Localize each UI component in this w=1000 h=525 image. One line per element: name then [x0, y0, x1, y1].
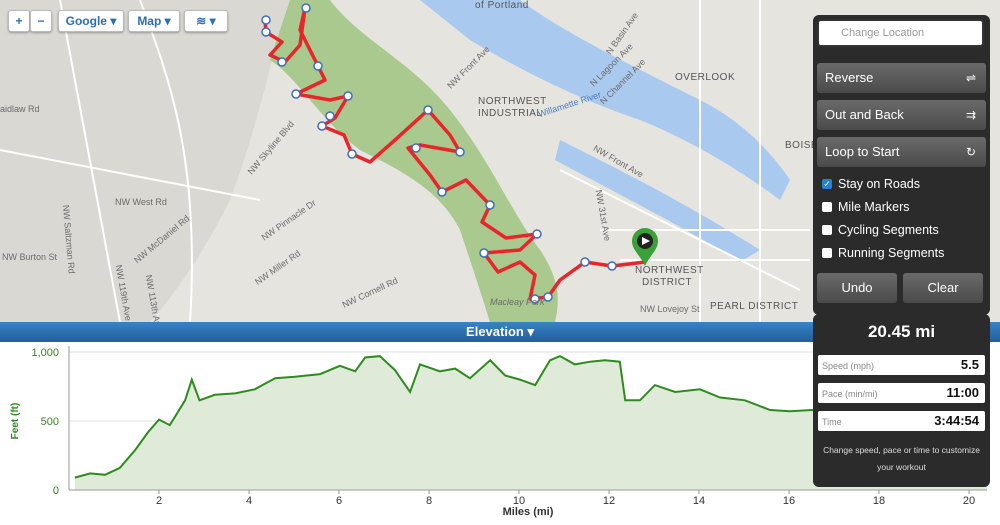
- option-label: Cycling Segments: [838, 223, 939, 237]
- provider: Google: [65, 14, 107, 28]
- checkbox: [822, 202, 832, 212]
- x-tick-label: 10: [513, 495, 525, 507]
- option[interactable]: Mile Markers: [822, 200, 910, 214]
- start-marker[interactable]: [632, 228, 658, 266]
- map-label: aidlaw Rd: [0, 104, 40, 114]
- x-tick-label: 14: [693, 495, 705, 507]
- zoom-out[interactable]: −: [30, 10, 52, 32]
- button-label: Undo: [841, 280, 873, 295]
- chart-title: Elevation: [466, 324, 524, 339]
- map-label: DISTRICT: [642, 277, 692, 288]
- x-tick-label: 8: [426, 495, 432, 507]
- map-label: of Portland: [475, 0, 529, 11]
- stat-label: Time: [822, 417, 842, 427]
- x-tick-label: 2: [156, 495, 162, 507]
- waypoints: [261, 3, 617, 304]
- map-label: Macleay Park: [490, 297, 545, 307]
- view-select[interactable]: Map ▾: [128, 10, 180, 32]
- map-label: PEARL DISTRICT: [710, 301, 798, 312]
- layers[interactable]: ≋ ▾: [184, 10, 228, 32]
- zoom-in[interactable]: +: [8, 10, 30, 32]
- terrain: [0, 0, 290, 322]
- x-tick-label: 4: [246, 495, 252, 507]
- checkbox: [822, 225, 832, 235]
- stat-label: Pace (min/mi): [822, 389, 878, 399]
- x-tick-label: 16: [783, 495, 795, 507]
- button-label: Clear: [927, 280, 959, 295]
- stats-panel: 20.45 mi Speed (mph) 5.5 Pace (min/mi) 11:0…: [813, 314, 990, 487]
- map-label: NW West Rd: [115, 197, 167, 207]
- y-tick-label: 0: [53, 485, 59, 497]
- location-search[interactable]: Change Location: [817, 19, 984, 47]
- view: Map: [137, 14, 162, 28]
- route-panel: Change Location Reverse ⇌ Out and Back ⇉ L…: [813, 15, 990, 315]
- x-tick-label: 12: [603, 495, 615, 507]
- option-label: Running Segments: [838, 246, 945, 260]
- button-label: Reverse: [825, 70, 874, 85]
- y-axis-label: Feet (ft): [10, 403, 21, 440]
- map-label: NW Lovejoy St: [640, 304, 700, 314]
- button-label: Loop to Start: [825, 144, 900, 159]
- x-tick-label: 6: [336, 495, 342, 507]
- elevation-header[interactable]: Elevation ▾: [0, 322, 1000, 342]
- stat-row[interactable]: Time 3:44:54: [818, 411, 985, 431]
- button-label: Out and Back: [825, 107, 904, 122]
- stat-row[interactable]: Pace (min/mi) 11:00: [818, 383, 985, 403]
- map-label: OVERLOOK: [675, 72, 735, 83]
- search-placeholder: Change Location: [841, 27, 925, 39]
- map-label: NW Burton St: [2, 252, 58, 262]
- checkbox: ✓: [822, 179, 832, 189]
- option[interactable]: Cycling Segments: [822, 223, 939, 237]
- x-tick-label: 20: [963, 495, 975, 507]
- x-axis-label: Miles (mi): [503, 506, 554, 518]
- out-and-back-button[interactable]: Out and Back ⇉: [817, 100, 986, 130]
- stat-label: Speed (mph): [822, 361, 875, 371]
- forest: [270, 0, 558, 322]
- map-label: BOISE: [785, 140, 818, 151]
- checkbox: [822, 248, 832, 258]
- stat-value: 11:00: [946, 385, 979, 400]
- undo-button[interactable]: Undo: [817, 273, 897, 303]
- map-label: NORTHWEST: [478, 96, 547, 107]
- map-label: NORTHWEST: [635, 265, 704, 276]
- x-tick-label: 18: [873, 495, 885, 507]
- distance: 20.45 mi: [867, 322, 936, 341]
- route: [263, 6, 646, 301]
- stat-value: 3:44:54: [934, 413, 979, 428]
- y-tick-label: 1,000: [31, 347, 59, 359]
- roads: [0, 0, 810, 322]
- map-label: INDUSTRIAL: [478, 108, 542, 119]
- stat-row[interactable]: Speed (mph) 5.5: [818, 355, 985, 375]
- loop-button[interactable]: Loop to Start ↻: [817, 137, 986, 167]
- stat-value: 5.5: [960, 357, 979, 372]
- option[interactable]: ✓ Stay on Roads: [822, 177, 920, 191]
- option[interactable]: Running Segments: [822, 246, 944, 260]
- note: Change speed, pace or time to customize …: [823, 445, 980, 472]
- option-label: Stay on Roads: [838, 177, 920, 191]
- option-label: Mile Markers: [838, 200, 910, 214]
- reverse-button[interactable]: Reverse ⇌: [817, 63, 986, 93]
- river: [420, 0, 790, 200]
- clear-button[interactable]: Clear: [903, 273, 983, 303]
- y-tick-label: 500: [41, 416, 59, 428]
- river: [555, 140, 760, 262]
- provider-select[interactable]: Google ▾: [58, 10, 124, 32]
